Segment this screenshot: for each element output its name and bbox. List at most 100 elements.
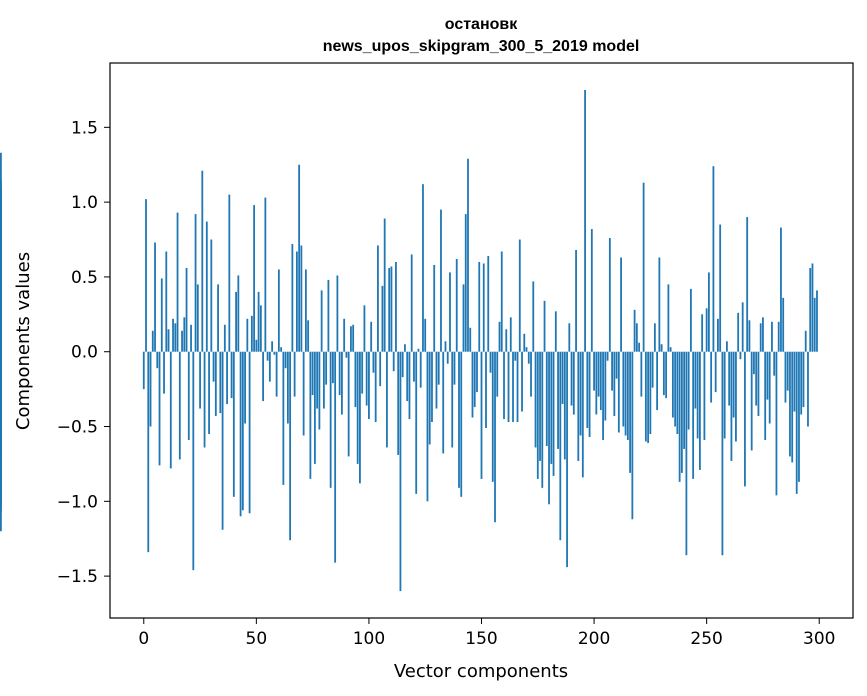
bar bbox=[786, 351, 789, 391]
bar bbox=[277, 269, 280, 352]
bar bbox=[379, 351, 382, 387]
bar bbox=[793, 351, 796, 412]
bar bbox=[0, 312, 2, 352]
bar bbox=[768, 351, 771, 424]
bar bbox=[451, 351, 454, 448]
bar bbox=[771, 321, 773, 352]
bar bbox=[563, 351, 566, 460]
bar bbox=[232, 351, 235, 497]
bar bbox=[431, 351, 433, 423]
bar bbox=[775, 351, 778, 496]
bar bbox=[541, 351, 544, 488]
bar bbox=[604, 351, 607, 421]
bar bbox=[699, 351, 701, 470]
bar bbox=[352, 324, 355, 352]
bar bbox=[705, 308, 708, 352]
bar bbox=[561, 351, 564, 405]
bar bbox=[318, 351, 321, 430]
bar bbox=[608, 238, 611, 352]
bar bbox=[350, 326, 352, 352]
bar bbox=[692, 351, 695, 479]
bar bbox=[496, 351, 499, 397]
bar bbox=[766, 351, 769, 400]
bar bbox=[210, 239, 213, 352]
bar bbox=[145, 199, 147, 352]
bar bbox=[651, 351, 654, 388]
bar bbox=[363, 305, 366, 352]
bar bbox=[291, 244, 294, 352]
bar bbox=[471, 351, 474, 418]
bar bbox=[777, 321, 780, 352]
bar bbox=[458, 351, 460, 488]
bar bbox=[726, 341, 728, 352]
bar bbox=[784, 351, 787, 403]
bar bbox=[494, 351, 496, 523]
bar bbox=[172, 318, 174, 352]
bar bbox=[255, 339, 258, 352]
bar bbox=[199, 351, 201, 409]
bar bbox=[773, 351, 776, 376]
bar bbox=[322, 351, 325, 409]
bar bbox=[800, 351, 803, 415]
bar bbox=[633, 309, 636, 352]
bar bbox=[440, 209, 442, 352]
bar bbox=[341, 351, 343, 415]
bar bbox=[780, 227, 782, 352]
bar bbox=[602, 351, 604, 440]
bar bbox=[309, 351, 312, 479]
bar bbox=[388, 267, 391, 352]
bar bbox=[221, 351, 224, 530]
bar bbox=[361, 351, 364, 394]
bar bbox=[280, 347, 283, 352]
bar bbox=[397, 351, 400, 455]
bar bbox=[142, 351, 145, 390]
bar bbox=[183, 317, 186, 352]
bar bbox=[325, 351, 328, 385]
y-axis-label: Components values bbox=[13, 252, 34, 430]
bar bbox=[586, 351, 589, 429]
bar bbox=[462, 284, 465, 352]
bar bbox=[435, 351, 438, 409]
bar bbox=[802, 351, 805, 408]
bar bbox=[530, 351, 532, 397]
bar bbox=[453, 351, 456, 385]
bar bbox=[268, 351, 271, 382]
bar bbox=[489, 351, 492, 373]
bar bbox=[284, 351, 287, 369]
bar bbox=[426, 351, 429, 502]
bar bbox=[640, 351, 643, 397]
bar bbox=[568, 323, 571, 352]
bar bbox=[498, 321, 501, 352]
bar bbox=[665, 351, 668, 399]
bar bbox=[419, 351, 422, 388]
bar bbox=[163, 351, 165, 394]
bar bbox=[671, 351, 674, 418]
bar bbox=[271, 341, 274, 352]
bar bbox=[748, 320, 751, 352]
bar bbox=[505, 329, 508, 352]
bar bbox=[644, 351, 647, 442]
bar bbox=[514, 351, 517, 361]
bar bbox=[235, 291, 237, 352]
bar bbox=[714, 351, 717, 393]
bar bbox=[428, 351, 431, 445]
x-tick-label: 250 bbox=[690, 629, 722, 649]
bar bbox=[313, 351, 316, 464]
bar bbox=[0, 351, 2, 367]
x-tick-label: 300 bbox=[803, 629, 835, 649]
bar bbox=[370, 321, 373, 352]
bar bbox=[728, 351, 731, 406]
bar bbox=[250, 315, 253, 352]
bar bbox=[521, 351, 523, 412]
bar bbox=[534, 351, 537, 448]
bar bbox=[194, 214, 197, 352]
bar bbox=[667, 284, 670, 352]
bar bbox=[550, 351, 553, 464]
bar bbox=[611, 351, 613, 391]
bar bbox=[460, 351, 463, 497]
bar bbox=[151, 330, 154, 352]
bar bbox=[782, 297, 785, 352]
bar bbox=[689, 288, 692, 352]
bar bbox=[399, 351, 402, 592]
